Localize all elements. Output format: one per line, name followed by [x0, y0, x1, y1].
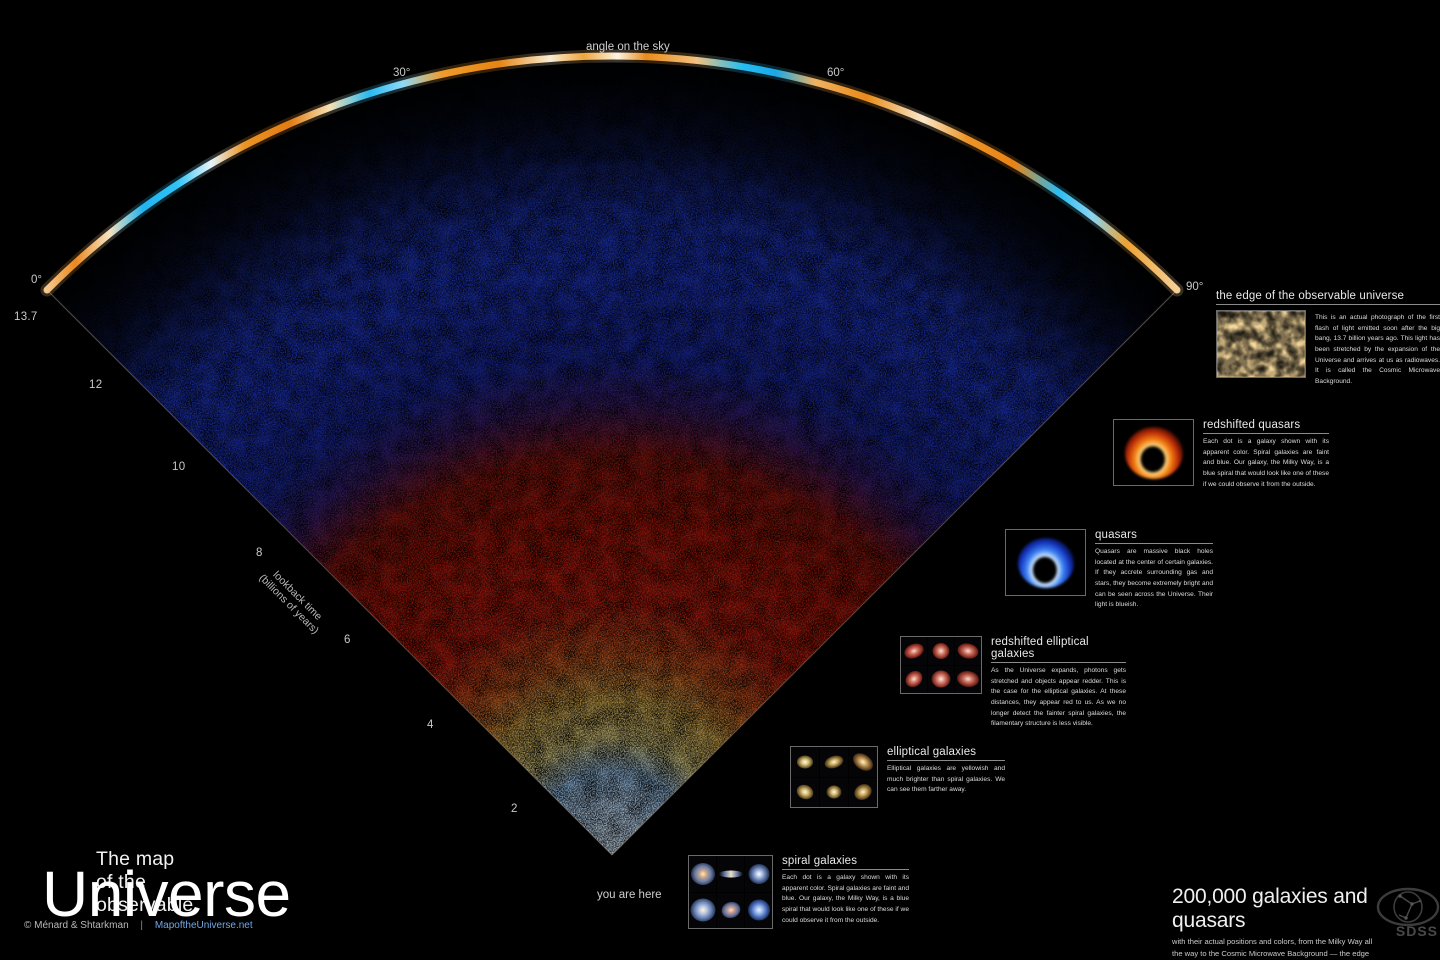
annotation-title: spiral galaxies	[782, 855, 909, 870]
radial-tick-13-7: 13.7	[14, 311, 38, 323]
galaxy-cell	[849, 777, 877, 807]
cmb-thumbnail	[1216, 310, 1306, 378]
galaxy-cell	[928, 637, 954, 665]
annotation-card-redshifted-ellipticals[interactable]: redshifted elliptical galaxies As the Un…	[900, 636, 1126, 730]
radial-tick-2: 2	[511, 803, 518, 815]
galaxy-cell	[689, 892, 716, 928]
galaxy-cell	[849, 747, 877, 777]
blue-ring-glow	[1017, 537, 1074, 588]
redshifted-quasar-thumbnail	[1113, 419, 1194, 486]
origin-label: you are here	[597, 889, 662, 901]
annotation-text: Each dot is a galaxy shown with its appa…	[1203, 438, 1329, 488]
radial-tick-8: 8	[256, 547, 263, 559]
galaxy-cell	[791, 777, 819, 807]
radial-tick-10: 10	[172, 461, 186, 473]
radial-tick-4: 4	[427, 719, 434, 731]
galaxy-cell	[717, 892, 744, 928]
redshifted-elliptical-thumbnail	[900, 636, 982, 694]
galaxy-cell	[820, 747, 848, 777]
cmb-arc-glow	[40, 49, 1184, 297]
galaxy-cell	[955, 665, 981, 693]
galaxy-cell	[791, 747, 819, 777]
galaxy-cell	[901, 665, 927, 693]
universe-map-chart: angle on the sky 0° 30° 60° 90° 13.7 12 …	[14, 41, 1204, 901]
annotation-text: Elliptical galaxies are yellowish and mu…	[887, 765, 1005, 794]
annotation-card-redshifted-quasars[interactable]: redshifted quasars Each dot is a galaxy …	[1113, 419, 1329, 490]
galaxy-cell	[745, 856, 772, 892]
spiral-thumbnail	[688, 855, 773, 929]
annotation-text: This is an actual photograph of the firs…	[1315, 314, 1440, 386]
quasar-scatter	[47, 55, 1177, 855]
footer-headline: 200,000 galaxies and quasars	[1172, 885, 1368, 932]
title-subline: The map of the observable	[96, 848, 194, 916]
annotation-title: elliptical galaxies	[887, 746, 1005, 761]
footer-block: 200,000 galaxies and quasars with their …	[1172, 885, 1440, 960]
radial-tick-6: 6	[344, 634, 351, 646]
annotation-text: Each dot is a galaxy shown with its appa…	[782, 874, 909, 924]
orange-ring-glow	[1124, 426, 1183, 479]
annotation-title: the edge of the observable universe	[1216, 290, 1440, 305]
annotation-text: As the Universe expands, photons gets st…	[991, 667, 1126, 728]
galaxy-cell	[928, 665, 954, 693]
galaxy-cell	[745, 892, 772, 928]
annotation-card-spirals[interactable]: spiral galaxies Each dot is a galaxy sho…	[688, 855, 909, 929]
galaxy-cell	[689, 856, 716, 892]
angle-tick-0: 0°	[31, 274, 42, 286]
annotation-title: redshifted quasars	[1203, 419, 1329, 434]
galaxy-cell	[955, 637, 981, 665]
page-title: Universe	[42, 858, 291, 930]
galaxy-cell	[901, 637, 927, 665]
annotation-card-quasars[interactable]: quasars Quasars are massive black holes …	[1005, 529, 1213, 611]
wedge-plot	[40, 49, 1184, 856]
galaxy-cell	[717, 856, 744, 892]
radial-tick-12: 12	[89, 379, 103, 391]
angle-tick-30: 30°	[393, 67, 411, 79]
annotation-text: Quasars are massive black holes located …	[1095, 548, 1213, 609]
galaxy-cell	[820, 777, 848, 807]
sdss-logo-icon	[1376, 887, 1440, 927]
angle-tick-90: 90°	[1186, 281, 1204, 293]
credit-line: © Ménard & Shtarkman | MapoftheUniverse.…	[24, 920, 253, 931]
annotation-title: redshifted elliptical galaxies	[991, 636, 1126, 663]
angle-tick-60: 60°	[827, 67, 845, 79]
sdss-logo-text: SDSS	[1395, 923, 1438, 939]
annotation-title: quasars	[1095, 529, 1213, 544]
elliptical-thumbnail	[790, 746, 878, 808]
project-website-link[interactable]: MapoftheUniverse.net	[154, 920, 253, 931]
annotation-card-cmb[interactable]: the edge of the observable universe	[1216, 290, 1440, 388]
cmb-thumbnail-image	[1217, 311, 1305, 377]
quasar-thumbnail	[1005, 529, 1086, 596]
credit-authors: © Ménard & Shtarkman	[24, 920, 129, 931]
footer-subtext: with their actual positions and colors, …	[1172, 937, 1373, 958]
angle-axis-title: angle on the sky	[586, 41, 670, 53]
annotation-card-ellipticals[interactable]: elliptical galaxies Elliptical galaxies …	[790, 746, 1005, 808]
credit-separator: |	[140, 920, 144, 931]
